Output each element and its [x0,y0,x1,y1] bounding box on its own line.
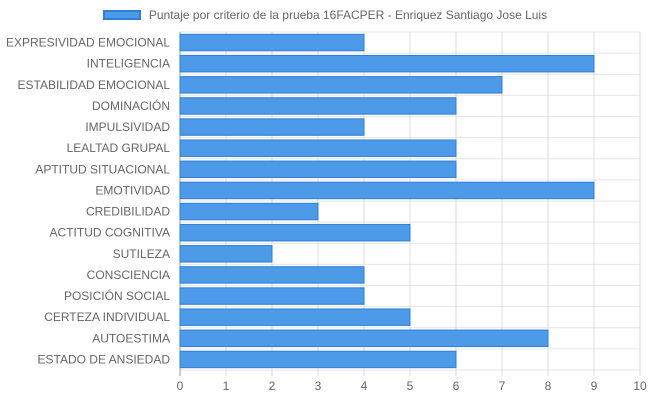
category-label: POSICIÓN SOCIAL [64,288,170,303]
bar[interactable] [179,139,457,157]
category-label: SUTILEZA [113,247,170,261]
x-tick-label: 3 [315,379,322,393]
x-tick-label: 2 [269,379,276,393]
legend-label: Puntaje por criterio de la prueba 16FACP… [148,8,548,22]
bar[interactable] [179,202,319,221]
x-tick-label: 10 [633,379,647,393]
bar[interactable] [179,308,411,326]
category-label: ESTABILIDAD EMOCIONAL [18,78,171,92]
bar[interactable] [179,97,457,115]
bar[interactable] [179,266,365,284]
x-tick-label: 9 [591,379,598,393]
category-label: EXPRESIVIDAD EMOCIONAL [6,36,170,50]
category-label: CONSCIENCIA [87,268,170,282]
category-label: DOMINACIÓN [92,98,170,113]
x-tick-label: 5 [407,379,414,393]
category-label: APTITUD SITUACIONAL [35,162,170,176]
bar[interactable] [179,54,595,73]
x-tick-label: 8 [545,379,552,393]
category-label: EMOTIVIDAD [95,183,170,197]
category-label: CREDIBILIDAD [86,205,170,219]
category-label: INTELIGENCIA [87,57,170,71]
bar[interactable] [179,350,457,369]
category-label: ESTADO DE ANSIEDAD [38,352,171,366]
category-label: ACTITUD COGNITIVA [50,226,170,240]
category-label: IMPULSIVIDAD [85,120,170,134]
x-tick-label: 7 [499,379,506,393]
bar[interactable] [179,245,273,263]
bar[interactable] [179,181,595,200]
bar[interactable] [179,118,365,136]
bar[interactable] [179,223,411,242]
x-tick-label: 1 [223,379,230,393]
bar[interactable] [179,160,457,179]
category-label: AUTOESTIMA [92,331,170,345]
x-tick-label: 0 [177,379,184,393]
bar[interactable] [179,76,503,94]
bar[interactable] [179,287,365,305]
category-label: LEALTAD GRUPAL [67,141,171,155]
bar[interactable] [179,33,365,52]
x-tick-label: 6 [453,379,460,393]
legend: Puntaje por criterio de la prueba 16FACP… [0,6,650,24]
x-tick-label: 4 [361,379,368,393]
legend-swatch[interactable] [102,10,141,20]
category-label: CERTEZA INDIVIDUAL [44,310,170,324]
bar[interactable] [179,329,549,348]
